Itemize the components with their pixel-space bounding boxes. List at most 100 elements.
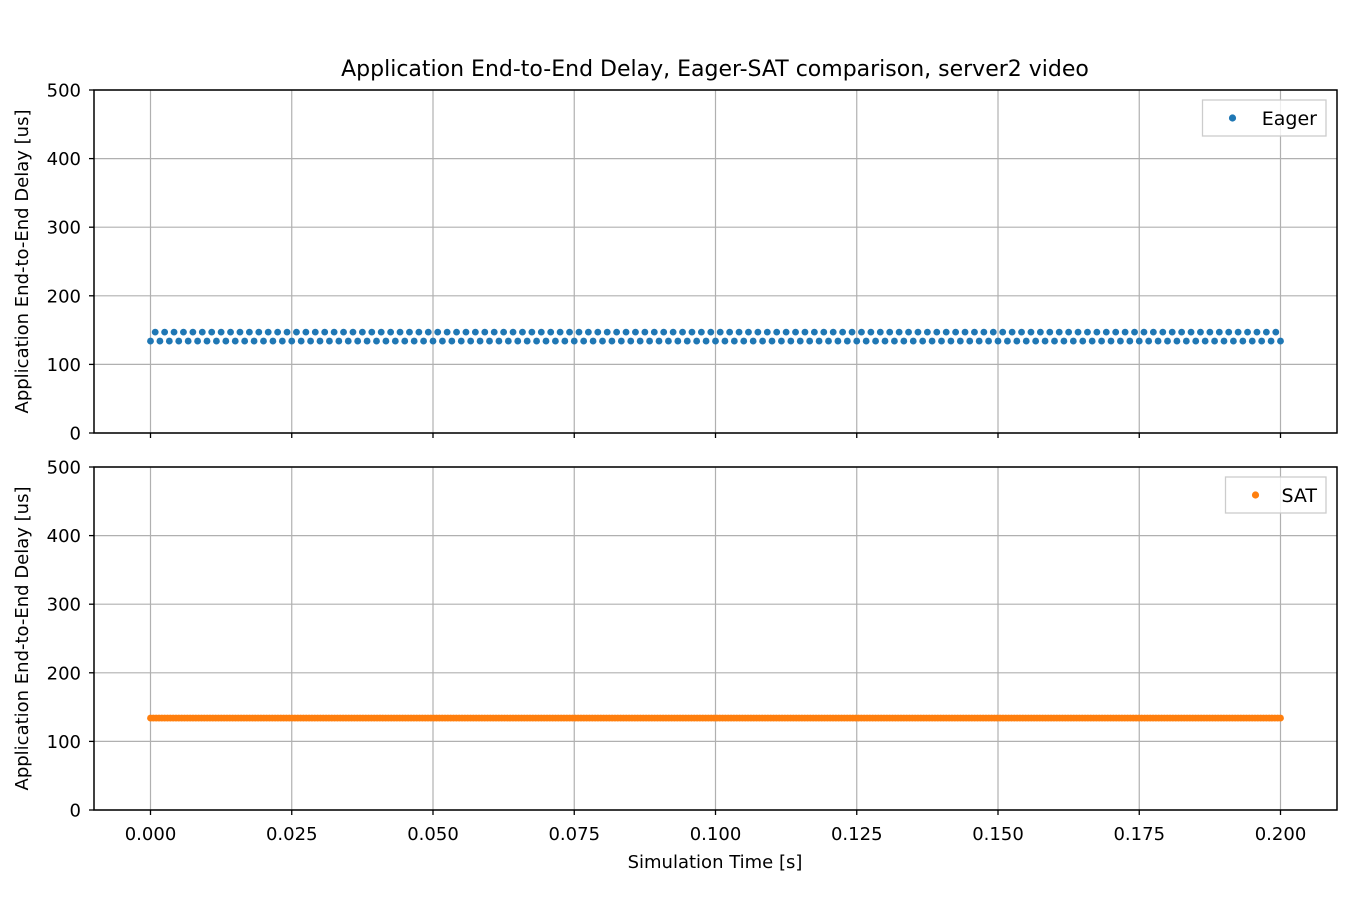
y-tick-label: 100 (47, 355, 81, 376)
data-point (1060, 337, 1068, 345)
data-point (241, 337, 249, 345)
data-point (542, 337, 550, 345)
data-point (971, 328, 978, 336)
data-point (335, 337, 343, 345)
y-tick-label: 500 (47, 458, 81, 479)
data-point (490, 328, 498, 336)
data-point (439, 337, 446, 345)
data-point (876, 328, 884, 336)
data-point (1192, 337, 1200, 345)
x-tick-label: 0.050 (407, 824, 459, 845)
data-point (980, 328, 988, 336)
data-point (495, 337, 503, 345)
data-point (302, 328, 310, 336)
data-point (1220, 337, 1228, 345)
data-point (1013, 337, 1021, 345)
data-point (1159, 328, 1167, 336)
data-point (989, 328, 997, 336)
legend: SAT (1224, 476, 1327, 514)
data-point (660, 328, 668, 336)
data-point (1164, 337, 1171, 345)
data-point (227, 328, 234, 336)
data-point (354, 337, 362, 345)
data-point (1004, 337, 1011, 345)
data-point (641, 328, 649, 336)
data-point (632, 328, 639, 336)
data-point (975, 337, 983, 345)
data-point (429, 337, 437, 345)
data-point (1215, 328, 1223, 336)
x-axis-label: Simulation Time [s] (628, 852, 803, 873)
data-point (829, 328, 837, 336)
data-point (1032, 337, 1040, 345)
data-point (688, 328, 696, 336)
data-point (363, 337, 371, 345)
data-point (462, 328, 470, 336)
data-point (1018, 328, 1025, 336)
data-point (693, 337, 701, 345)
data-point (853, 337, 861, 345)
data-point (213, 337, 220, 345)
data-point (834, 337, 842, 345)
chart-title: Application End-to-End Delay, Eager-SAT … (341, 57, 1089, 82)
legend-label: SAT (1281, 485, 1317, 507)
data-point (825, 337, 832, 345)
data-point (311, 328, 319, 336)
data-point (961, 328, 969, 336)
data-point (778, 337, 785, 345)
data-point (933, 328, 941, 336)
x-tick-label: 0.000 (125, 824, 177, 845)
data-point (561, 337, 569, 345)
data-point (1234, 328, 1242, 336)
data-point (1117, 337, 1124, 345)
data-point (533, 337, 540, 345)
data-point (519, 328, 526, 336)
data-point (500, 328, 508, 336)
data-point (707, 328, 715, 336)
data-point (1135, 337, 1143, 345)
data-point (552, 337, 559, 345)
data-point (928, 337, 936, 345)
data-point (749, 337, 757, 345)
data-point (1051, 337, 1058, 345)
data-point (905, 328, 912, 336)
data-point (203, 337, 211, 345)
data-point (486, 337, 493, 345)
data-point (862, 337, 870, 345)
data-point (1093, 328, 1101, 336)
data-point (382, 337, 390, 345)
data-point (669, 328, 677, 336)
y-tick-label: 200 (47, 663, 81, 684)
data-point (1126, 337, 1134, 345)
subplot-2: 0.000 0.025 0.050 0.075 0.100 0.125 0.150 0.175… (12, 458, 1338, 845)
data-point (264, 328, 272, 336)
series-eager (147, 328, 1284, 345)
data-point (1187, 328, 1195, 336)
data-point (655, 337, 663, 345)
y-tick-label: 400 (47, 149, 81, 170)
data-point (914, 328, 922, 336)
data-point (198, 328, 206, 336)
data-point (481, 328, 489, 336)
data-point (622, 328, 630, 336)
data-point (330, 328, 338, 336)
data-point (250, 337, 258, 345)
data-point (810, 328, 818, 336)
data-point (260, 337, 267, 345)
data-point (956, 337, 964, 345)
data-point (1197, 328, 1204, 336)
data-point (617, 337, 625, 345)
data-point (966, 337, 974, 345)
data-point (754, 328, 762, 336)
data-point (716, 328, 724, 336)
data-point (1036, 328, 1044, 336)
data-point (471, 328, 479, 336)
data-point (1084, 328, 1091, 336)
data-point (1008, 328, 1016, 336)
data-point (848, 328, 856, 336)
data-point (599, 337, 606, 345)
y-tick-label: 0 (70, 424, 81, 445)
y-tick-label: 400 (47, 526, 81, 547)
data-point (881, 337, 889, 345)
data-point (424, 328, 432, 336)
